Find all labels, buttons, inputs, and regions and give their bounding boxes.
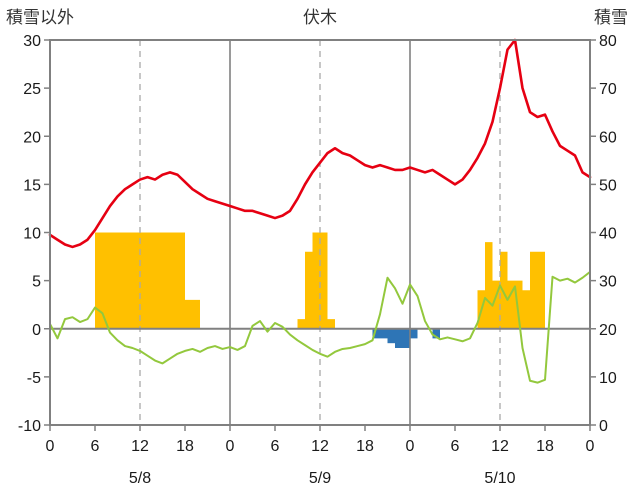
blue-bars-bar (387, 328, 395, 344)
yellow-bars-bar (95, 232, 103, 329)
yellow-bars-bar (297, 319, 305, 329)
right-axis-tick-label: 70 (599, 81, 617, 98)
x-axis-date-label: 5/9 (309, 470, 331, 487)
x-axis-hour-label: 0 (406, 438, 415, 455)
x-axis-hour-label: 6 (91, 438, 100, 455)
yellow-bars-bar (110, 232, 118, 329)
yellow-bars-bar (500, 251, 508, 329)
left-axis-tick-label: 5 (32, 274, 41, 291)
yellow-bars-bar (515, 280, 523, 329)
left-axis-title: 積雪以外 (6, 8, 74, 27)
yellow-bars-bar (155, 232, 163, 329)
chart-title: 伏木 (303, 8, 337, 27)
yellow-bars-bar (320, 232, 328, 329)
x-axis-hour-label: 12 (491, 438, 509, 455)
x-axis-hour-label: 18 (356, 438, 374, 455)
x-axis-hour-label: 0 (226, 438, 235, 455)
yellow-bars-bar (102, 232, 110, 329)
yellow-bars-bar (537, 251, 545, 329)
yellow-bars-bar (312, 232, 320, 329)
right-axis-tick-label: 10 (599, 370, 617, 387)
x-axis-hour-label: 12 (311, 438, 329, 455)
blue-bars-bar (410, 328, 418, 339)
blue-bars-bar (395, 328, 403, 348)
blue-bars-bar (402, 328, 410, 348)
x-axis-date-label: 5/8 (129, 470, 151, 487)
blue-bars-bar (432, 328, 440, 339)
yellow-bars-bar (327, 319, 335, 329)
red-line (48, 38, 592, 249)
left-axis-tick-label: 30 (23, 33, 41, 50)
right-axis-tick-label: 80 (599, 33, 617, 50)
right-axis-tick-label: 30 (599, 274, 617, 291)
x-axis-hour-label: 0 (586, 438, 595, 455)
x-axis-hour-label: 18 (176, 438, 194, 455)
x-axis-hour-label: 18 (536, 438, 554, 455)
left-axis-tick-label: -5 (27, 370, 41, 387)
right-axis-tick-label: 60 (599, 129, 617, 146)
left-axis-tick-label: 10 (23, 226, 41, 243)
yellow-bars-bar (507, 280, 515, 329)
yellow-bars-bar (185, 299, 193, 329)
yellow-bars-bar (192, 299, 200, 329)
blue-bars-bar (372, 328, 380, 339)
yellow-bars-bar (170, 232, 178, 329)
yellow-bars-bar (125, 232, 133, 329)
left-axis-tick-label: 15 (23, 177, 41, 194)
yellow-bars-bar (492, 280, 500, 329)
yellow-bars-bar (132, 232, 140, 329)
x-axis-hour-label: 6 (271, 438, 280, 455)
yellow-bars-bar (177, 232, 185, 329)
yellow-bars-bar (140, 232, 148, 329)
right-axis-tick-label: 0 (599, 418, 608, 435)
yellow-bars-bar (522, 290, 530, 329)
x-axis-hour-label: 12 (131, 438, 149, 455)
yellow-bars-bar (147, 232, 155, 329)
x-axis-date-label: 5/10 (484, 470, 515, 487)
yellow-bars-bar (485, 242, 493, 329)
left-axis-tick-label: -10 (18, 418, 41, 435)
left-axis-tick-label: 20 (23, 129, 41, 146)
right-axis-title: 積雪 (594, 8, 628, 27)
blue-bars-bar (380, 328, 388, 339)
yellow-bars-bar (117, 232, 125, 329)
x-axis-hour-label: 0 (46, 438, 55, 455)
yellow-bars-bar (530, 251, 538, 329)
x-axis-hour-label: 6 (451, 438, 460, 455)
green-line (49, 270, 591, 384)
yellow-bars-bar (305, 251, 313, 329)
left-axis-tick-label: 0 (32, 322, 41, 339)
right-axis-tick-label: 40 (599, 226, 617, 243)
right-axis-tick-label: 20 (599, 322, 617, 339)
right-axis-tick-label: 50 (599, 177, 617, 194)
yellow-bars-bar (162, 232, 170, 329)
left-axis-tick-label: 25 (23, 81, 41, 98)
